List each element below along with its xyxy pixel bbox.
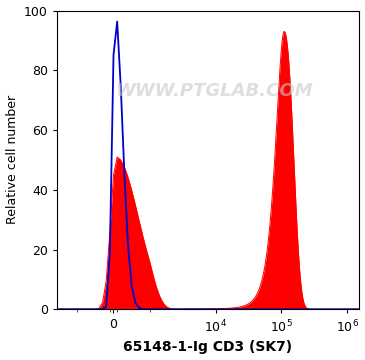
Text: WWW.PTGLAB.COM: WWW.PTGLAB.COM <box>115 82 313 100</box>
X-axis label: 65148-1-Ig CD3 (SK7): 65148-1-Ig CD3 (SK7) <box>123 341 292 355</box>
Y-axis label: Relative cell number: Relative cell number <box>5 95 19 225</box>
